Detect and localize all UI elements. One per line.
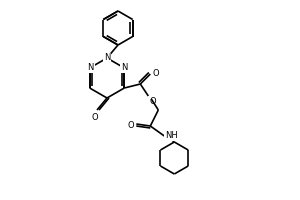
Text: O: O (149, 97, 156, 106)
Text: O: O (152, 68, 159, 78)
Text: N: N (104, 53, 110, 62)
Text: N: N (88, 64, 94, 72)
Text: NH: NH (165, 132, 178, 141)
Text: O: O (92, 113, 98, 122)
Text: N: N (121, 64, 127, 72)
Text: O: O (128, 120, 134, 130)
